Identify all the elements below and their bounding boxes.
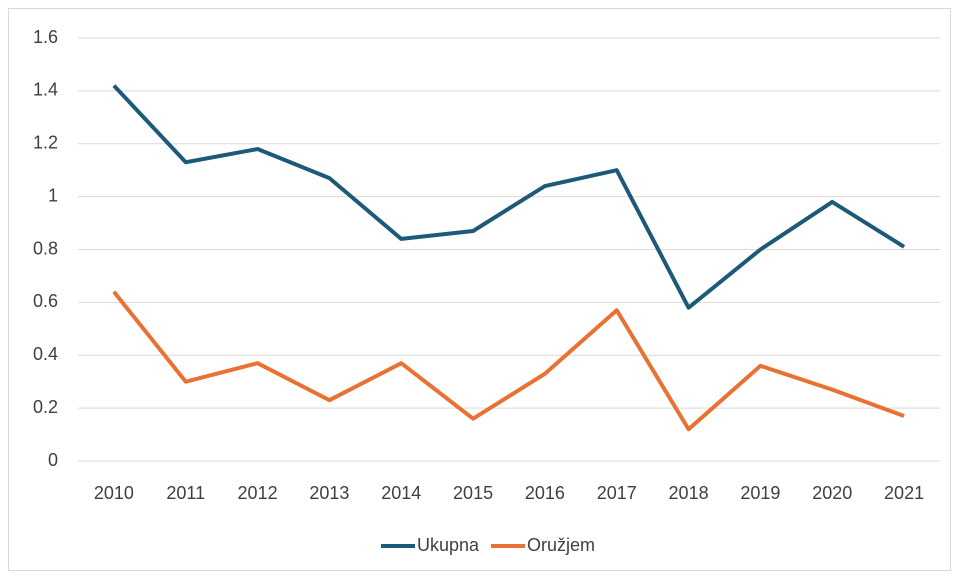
y-tick-label: 1.6: [33, 27, 58, 47]
x-tick-label: 2017: [597, 483, 637, 503]
y-tick-label: 1.4: [33, 80, 58, 100]
y-tick-label: 0.4: [33, 344, 58, 364]
x-tick-label: 2018: [669, 483, 709, 503]
y-tick-label: 1.2: [33, 133, 58, 153]
legend-label: Oružjem: [527, 535, 595, 555]
x-tick-label: 2019: [740, 483, 780, 503]
y-tick-label: 0.8: [33, 238, 58, 258]
x-tick-label: 2012: [238, 483, 278, 503]
legend-label: Ukupna: [417, 535, 480, 555]
y-tick-label: 1: [48, 185, 58, 205]
series-line: [112, 84, 906, 310]
y-tick-label: 0.2: [33, 397, 58, 417]
y-tick-label: 0: [48, 450, 58, 470]
y-tick-label: 0.6: [33, 291, 58, 311]
x-tick-label: 2015: [453, 483, 493, 503]
series-line: [112, 290, 905, 432]
x-tick-label: 2016: [525, 483, 565, 503]
x-tick-label: 2011: [166, 483, 205, 503]
chart-border: [8, 8, 951, 571]
x-tick-label: 2010: [94, 483, 134, 503]
x-tick-label: 2014: [381, 483, 421, 503]
x-tick-label: 2021: [884, 483, 924, 503]
x-tick-label: 2020: [812, 483, 852, 503]
x-tick-label: 2013: [309, 483, 349, 503]
